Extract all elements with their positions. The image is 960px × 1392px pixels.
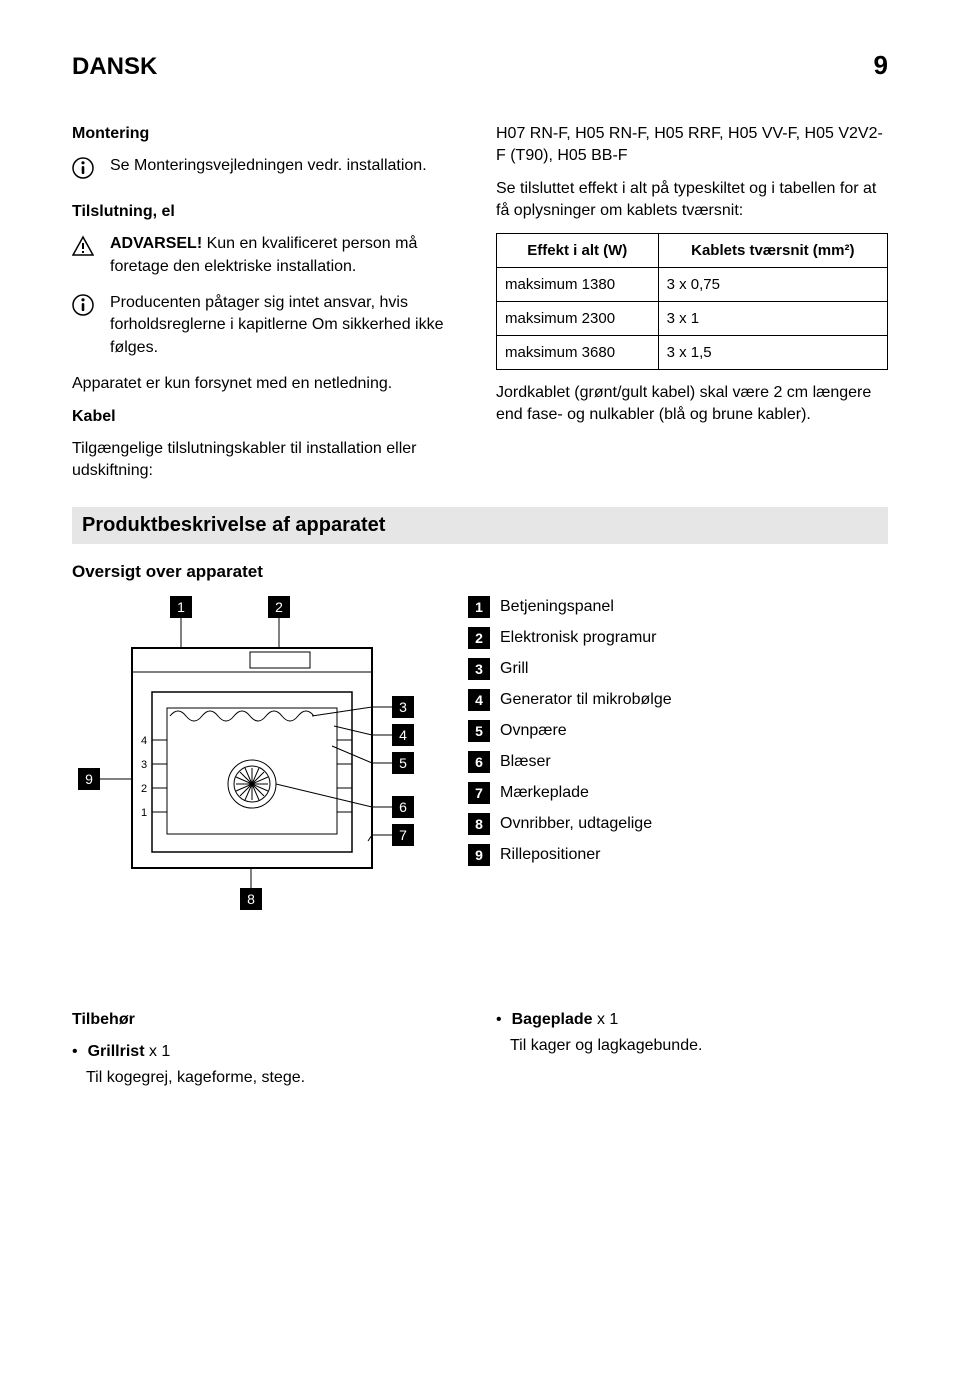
producent-text: Producenten påtager sig intet ansvar, hv… bbox=[110, 292, 464, 359]
svg-text:1: 1 bbox=[141, 807, 147, 819]
badge-2-icon: 2 bbox=[268, 596, 290, 648]
legend-item-6: 6 Blæser bbox=[468, 751, 888, 773]
table-row: maksimum 2300 3 x 1 bbox=[497, 301, 888, 335]
legend-item-7: 7 Mærkeplade bbox=[468, 782, 888, 804]
legend-label: Ovnribber, udtagelige bbox=[500, 815, 652, 833]
header-language: DANSK bbox=[72, 53, 157, 81]
svg-text:7: 7 bbox=[399, 827, 407, 843]
legend-label: Mærkeplade bbox=[500, 784, 589, 802]
legend-badge-icon: 8 bbox=[468, 813, 490, 835]
info-montering-row: Se Monteringsvejledningen vedr. installa… bbox=[72, 155, 464, 186]
legend-item-2: 2 Elektronisk programur bbox=[468, 627, 888, 649]
info-icon bbox=[72, 294, 94, 323]
tilbehor-grillrist-sub: Til kogegrej, kageforme, stege. bbox=[86, 1067, 464, 1089]
badge-7-icon: 7 bbox=[368, 824, 414, 846]
legend-item-5: 5 Ovnpære bbox=[468, 720, 888, 742]
apparat-text: Apparatet er kun forsynet med en netledn… bbox=[72, 373, 464, 395]
info-producent-row: Producenten påtager sig intet ansvar, hv… bbox=[72, 292, 464, 359]
legend-badge-icon: 5 bbox=[468, 720, 490, 742]
svg-text:3: 3 bbox=[399, 699, 407, 715]
page-header: DANSK 9 bbox=[72, 50, 888, 81]
legend-badge-icon: 7 bbox=[468, 782, 490, 804]
kabel-text: Tilgængelige tilslutningskabler til inst… bbox=[72, 438, 464, 483]
jord-text: Jordkablet (grønt/gult kabel) skal være … bbox=[496, 382, 888, 427]
legend-label: Rillepositioner bbox=[500, 846, 601, 864]
svg-text:5: 5 bbox=[399, 755, 407, 771]
legend-label: Betjeningspanel bbox=[500, 598, 614, 616]
legend-item-3: 3 Grill bbox=[468, 658, 888, 680]
tilbehor-item-bageplade: Bageplade x 1 bbox=[496, 1009, 888, 1031]
legend-label: Generator til mikrobølge bbox=[500, 691, 672, 709]
badge-1-icon: 1 bbox=[170, 596, 192, 648]
table-cell: maksimum 3680 bbox=[497, 335, 659, 369]
table-cell: maksimum 2300 bbox=[497, 301, 659, 335]
info-icon bbox=[72, 157, 94, 186]
tilbehor-left: Tilbehør Grillrist x 1 Til kogegrej, kag… bbox=[72, 1009, 464, 1090]
badge-6-icon: 6 bbox=[276, 784, 414, 818]
svg-text:8: 8 bbox=[247, 891, 255, 907]
badge-8-icon: 8 bbox=[240, 868, 262, 910]
legend-item-8: 8 Ovnribber, udtagelige bbox=[468, 813, 888, 835]
right-column: H07 RN-F, H05 RN-F, H05 RRF, H05 VV-F, H… bbox=[496, 123, 888, 493]
legend-label: Blæser bbox=[500, 753, 551, 771]
badge-3-icon: 3 bbox=[312, 696, 414, 718]
left-column: Montering Se Monteringsvejledningen vedr… bbox=[72, 123, 464, 493]
svg-text:6: 6 bbox=[399, 799, 407, 815]
header-page-number: 9 bbox=[874, 50, 888, 81]
legend-label: Grill bbox=[500, 660, 528, 678]
se-text: Se tilsluttet effekt i alt på typeskilte… bbox=[496, 178, 888, 223]
svg-text:4: 4 bbox=[141, 735, 147, 747]
svg-text:2: 2 bbox=[275, 599, 283, 615]
badge-9-icon: 9 bbox=[78, 768, 132, 790]
svg-text:4: 4 bbox=[399, 727, 407, 743]
svg-text:9: 9 bbox=[85, 771, 93, 787]
legend-label: Elektronisk programur bbox=[500, 629, 657, 647]
tilbehor-section: Tilbehør Grillrist x 1 Til kogegrej, kag… bbox=[72, 1009, 888, 1090]
table-cell: 3 x 1,5 bbox=[658, 335, 887, 369]
tilbehor-right: Bageplade x 1 Til kager og lagkagebunde. bbox=[496, 1009, 888, 1090]
th-kablets: Kablets tværsnit (mm²) bbox=[658, 233, 887, 267]
legend-column: 1Betjeningspanel 2Elektronisk programur … bbox=[468, 596, 888, 921]
montering-text: Se Monteringsvejledningen vedr. installa… bbox=[110, 155, 464, 177]
legend-badge-icon: 3 bbox=[468, 658, 490, 680]
section-heading: Produktbeskrivelse af apparatet bbox=[72, 507, 888, 544]
table-header-row: Effekt i alt (W) Kablets tværsnit (mm²) bbox=[497, 233, 888, 267]
svg-text:2: 2 bbox=[141, 783, 147, 795]
oversigt-heading: Oversigt over apparatet bbox=[72, 562, 888, 582]
kabel-heading: Kabel bbox=[72, 406, 464, 428]
warning-icon bbox=[72, 235, 94, 264]
th-effekt: Effekt i alt (W) bbox=[497, 233, 659, 267]
overview-row: 1 2 bbox=[72, 596, 888, 921]
legend-badge-icon: 6 bbox=[468, 751, 490, 773]
montering-heading: Montering bbox=[72, 123, 464, 145]
table-row: maksimum 1380 3 x 0,75 bbox=[497, 267, 888, 301]
svg-text:1: 1 bbox=[177, 599, 185, 615]
oven-diagram: 1 2 bbox=[72, 596, 432, 921]
tilbehor-item-grillrist: Grillrist x 1 bbox=[72, 1041, 464, 1063]
warning-row: ADVARSEL! Kun en kvalificeret person må … bbox=[72, 233, 464, 278]
legend-badge-icon: 1 bbox=[468, 596, 490, 618]
legend-badge-icon: 4 bbox=[468, 689, 490, 711]
table-cell: 3 x 1 bbox=[658, 301, 887, 335]
cable-types-text: H07 RN-F, H05 RN-F, H05 RRF, H05 VV-F, H… bbox=[496, 123, 888, 168]
legend-label: Ovnpære bbox=[500, 722, 567, 740]
table-cell: 3 x 0,75 bbox=[658, 267, 887, 301]
legend-item-1: 1 Betjeningspanel bbox=[468, 596, 888, 618]
table-cell: maksimum 1380 bbox=[497, 267, 659, 301]
tilbehor-bageplade-sub: Til kager og lagkagebunde. bbox=[510, 1035, 888, 1057]
table-row: maksimum 3680 3 x 1,5 bbox=[497, 335, 888, 369]
tilslutning-heading: Tilslutning, el bbox=[72, 201, 464, 223]
svg-text:3: 3 bbox=[141, 759, 147, 771]
main-two-column: Montering Se Monteringsvejledningen vedr… bbox=[72, 123, 888, 493]
legend-badge-icon: 2 bbox=[468, 627, 490, 649]
badge-4-icon: 4 bbox=[334, 724, 414, 746]
effect-table: Effekt i alt (W) Kablets tværsnit (mm²) … bbox=[496, 233, 888, 370]
legend-badge-icon: 9 bbox=[468, 844, 490, 866]
legend-item-9: 9 Rillepositioner bbox=[468, 844, 888, 866]
warning-text: ADVARSEL! Kun en kvalificeret person må … bbox=[110, 233, 464, 278]
legend-item-4: 4 Generator til mikrobølge bbox=[468, 689, 888, 711]
tilbehor-heading: Tilbehør bbox=[72, 1009, 464, 1031]
